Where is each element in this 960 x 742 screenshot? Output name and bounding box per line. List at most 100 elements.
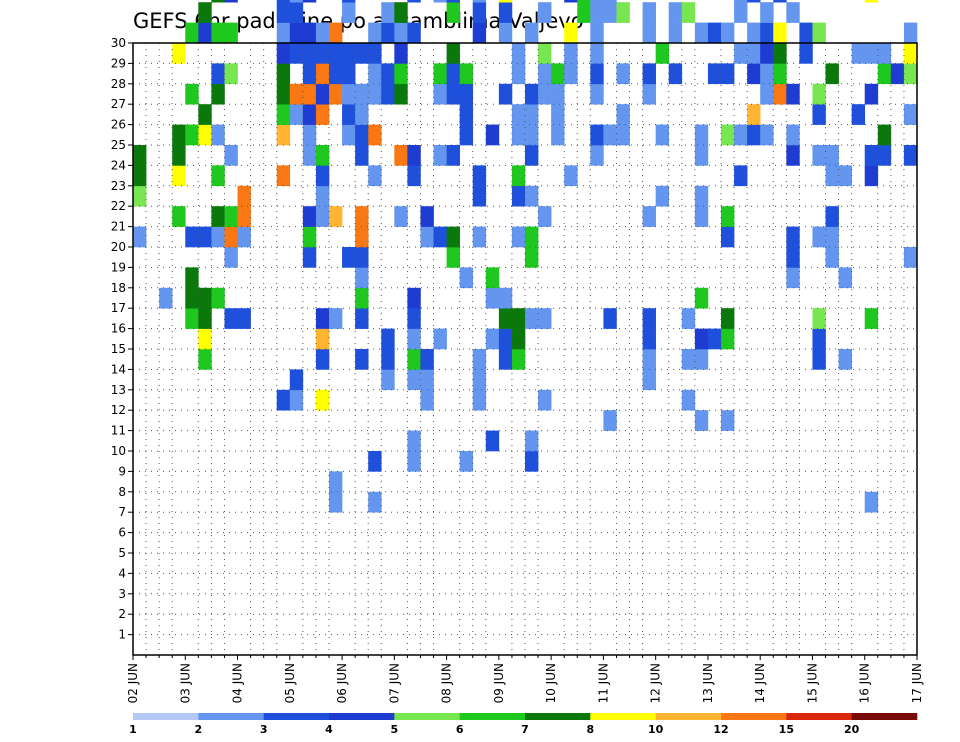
heatmap-cell: [315, 145, 330, 166]
heatmap-cell: [315, 328, 330, 350]
heatmap-cell: [511, 165, 526, 187]
heatmap-cell: [511, 63, 526, 85]
colorbar-segment: [263, 713, 330, 720]
heatmap-cell: [825, 63, 839, 85]
heatmap-cell: [721, 410, 735, 431]
heatmap-cell: [211, 83, 225, 105]
heatmap-cell: [498, 349, 513, 370]
heatmap-cell: [407, 328, 421, 350]
colorbar-segment: [851, 713, 918, 720]
heatmap-cell: [642, 63, 656, 85]
heatmap-cell: [407, 145, 421, 166]
colorbar-label: 8: [587, 723, 595, 736]
heatmap-cell: [525, 83, 539, 105]
heatmap-cell: [459, 83, 474, 105]
heatmap-cell: [342, 63, 356, 85]
heatmap-cell: [420, 369, 434, 391]
heatmap-cell: [329, 22, 343, 44]
heatmap-cell: [276, 2, 291, 23]
heatmap-cell: [590, 124, 604, 146]
heatmap-cell: [289, 2, 304, 23]
heatmap-cell: [368, 22, 382, 44]
heatmap-cell: [472, 2, 487, 23]
heatmap-cell: [224, 0, 238, 3]
heatmap-cell: [315, 349, 330, 370]
heatmap-cell: [590, 83, 604, 105]
y-tick-label: 22: [111, 199, 126, 213]
heatmap-cell: [159, 287, 173, 309]
heatmap-cell: [734, 43, 748, 64]
heatmap-cell: [289, 389, 304, 411]
heatmap-cell: [342, 43, 356, 64]
heatmap-cell: [198, 124, 212, 146]
colorbar-label: 20: [844, 723, 860, 736]
heatmap-cell: [551, 124, 565, 146]
heatmap-cell: [564, 63, 578, 85]
heatmap-cell: [407, 165, 421, 187]
heatmap-cell: [603, 0, 617, 3]
heatmap-cell: [276, 124, 291, 146]
heatmap-cell: [302, 0, 317, 3]
heatmap-cell: [760, 43, 774, 64]
colorbar-label: 2: [195, 723, 203, 736]
heatmap-cell: [642, 22, 656, 44]
colorbar-label: 6: [456, 723, 464, 736]
heatmap-cell: [211, 287, 225, 309]
heatmap-cell: [302, 83, 317, 105]
heatmap-cell: [368, 43, 382, 64]
heatmap-cell: [211, 124, 225, 146]
heatmap-cell: [642, 206, 656, 227]
heatmap-cell: [368, 165, 382, 187]
heatmap-cell: [355, 104, 369, 125]
x-tick-label: 08 JUN: [440, 663, 454, 703]
heatmap-cell: [198, 104, 212, 125]
heatmap-cell: [198, 22, 212, 44]
heatmap-cell: [616, 63, 630, 85]
heatmap-cell: [368, 451, 382, 472]
colorbar-segment: [655, 713, 722, 720]
heatmap-cell: [355, 43, 369, 64]
x-tick-label: 09 JUN: [492, 663, 506, 703]
heatmap-cell: [642, 2, 656, 23]
heatmap-cell: [315, 83, 330, 105]
heatmap-cell: [381, 83, 395, 105]
heatmap-cell: [877, 43, 892, 64]
heatmap-cell: [198, 287, 212, 309]
heatmap-cell: [851, 104, 866, 125]
heatmap-cell: [315, 185, 330, 207]
heatmap-cell: [459, 267, 474, 289]
heatmap-cell: [446, 247, 460, 268]
heatmap-cell: [433, 83, 447, 105]
heatmap-cell: [825, 247, 839, 268]
colorbar-segment: [133, 713, 199, 720]
heatmap-cell: [812, 226, 826, 248]
y-tick-label: 13: [111, 383, 126, 397]
heatmap-cell: [903, 22, 918, 44]
heatmap-cell: [407, 349, 421, 370]
heatmap-cell: [198, 2, 212, 23]
heatmap-cell: [446, 0, 460, 3]
heatmap-cell: [825, 165, 839, 187]
heatmap-cell: [851, 43, 866, 64]
heatmap-cell: [642, 328, 656, 350]
x-tick-label: 07 JUN: [387, 663, 401, 703]
heatmap-cell: [381, 328, 395, 350]
heatmap-cell: [525, 451, 539, 472]
x-tick-label: 15 JUN: [805, 663, 819, 703]
heatmap-cell: [185, 83, 199, 105]
heatmap-cell: [812, 83, 826, 105]
heatmap-cell: [681, 389, 696, 411]
heatmap-cell: [747, 0, 761, 3]
y-tick-label: 6: [118, 526, 126, 540]
heatmap-cell: [237, 185, 251, 207]
heatmap-cell: [172, 165, 186, 187]
heatmap-cell: [786, 83, 800, 105]
heatmap-cell: [289, 43, 304, 64]
heatmap-cell: [864, 145, 879, 166]
colorbar-label: 3: [260, 723, 268, 736]
heatmap-cell: [329, 308, 343, 329]
heatmap-cell: [459, 104, 474, 125]
heatmap-cell: [276, 389, 291, 411]
heatmap-cell: [407, 369, 421, 391]
y-tick-label: 4: [118, 566, 126, 580]
